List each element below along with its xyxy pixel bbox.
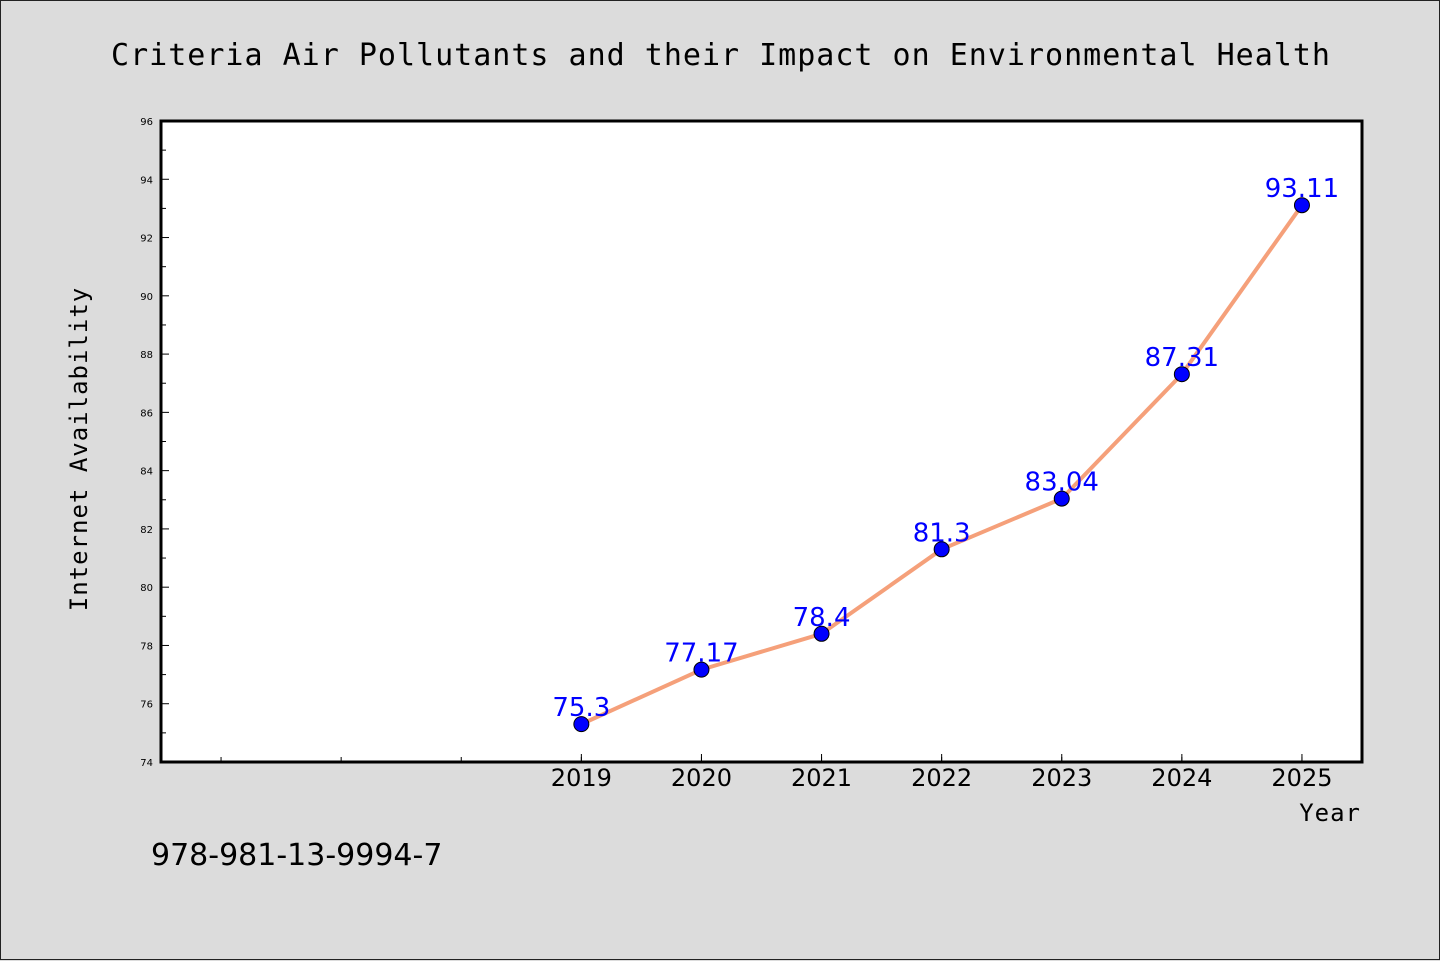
data-point xyxy=(1293,197,1310,214)
data-label: 87.31 xyxy=(1145,343,1219,373)
data-point xyxy=(1173,366,1190,383)
data-label: 93.11 xyxy=(1265,174,1339,204)
y-tick-label: 78 xyxy=(140,641,153,652)
chart-title: Criteria Air Pollutants and their Impact… xyxy=(111,38,1331,73)
y-tick-label: 88 xyxy=(140,350,153,361)
data-point xyxy=(933,541,950,558)
x-tick-label: 2023 xyxy=(1031,764,1092,792)
series: 75.3 77.17 78.4 81.3 83.04 87.31 93.11 xyxy=(552,174,1339,733)
y-tick-label: 76 xyxy=(140,700,153,711)
data-label: 78.4 xyxy=(793,603,851,633)
x-tick-label: 2021 xyxy=(791,764,852,792)
x-axis: 2019 2020 2021 2022 2023 2024 2025 xyxy=(220,754,1332,792)
x-tick-label: 2024 xyxy=(1151,764,1212,792)
y-tick-label: 82 xyxy=(140,525,153,536)
data-point xyxy=(1053,490,1070,507)
x-tick-label: 2020 xyxy=(671,764,732,792)
y-tick-label: 92 xyxy=(140,234,153,245)
x-tick-label: 2025 xyxy=(1271,764,1332,792)
y-axis-label: Internet Availability xyxy=(65,287,93,611)
isbn-annotation: 978-981-13-9994-7 xyxy=(151,838,442,873)
y-tick-label: 94 xyxy=(140,175,153,186)
y-tick-label: 96 xyxy=(140,117,153,128)
y-tick-label: 90 xyxy=(140,292,153,303)
data-point xyxy=(573,716,590,733)
data-point xyxy=(693,661,710,678)
y-axis: 74 76 78 80 82 84 86 88 90 92 94 96 xyxy=(140,117,169,769)
data-label: 75.3 xyxy=(552,693,610,723)
y-tick-label: 84 xyxy=(140,467,153,478)
y-tick-label: 74 xyxy=(140,758,153,769)
plot-area xyxy=(159,119,1364,764)
data-label: 83.04 xyxy=(1025,468,1099,498)
data-point xyxy=(813,625,830,642)
x-axis-label: Year xyxy=(1299,799,1361,827)
data-label: 81.3 xyxy=(913,518,971,548)
x-tick-label: 2019 xyxy=(551,764,612,792)
x-tick-label: 2022 xyxy=(911,764,972,792)
y-tick-label: 80 xyxy=(140,583,153,594)
y-tick-label: 86 xyxy=(140,408,153,419)
data-label: 77.17 xyxy=(664,639,738,669)
